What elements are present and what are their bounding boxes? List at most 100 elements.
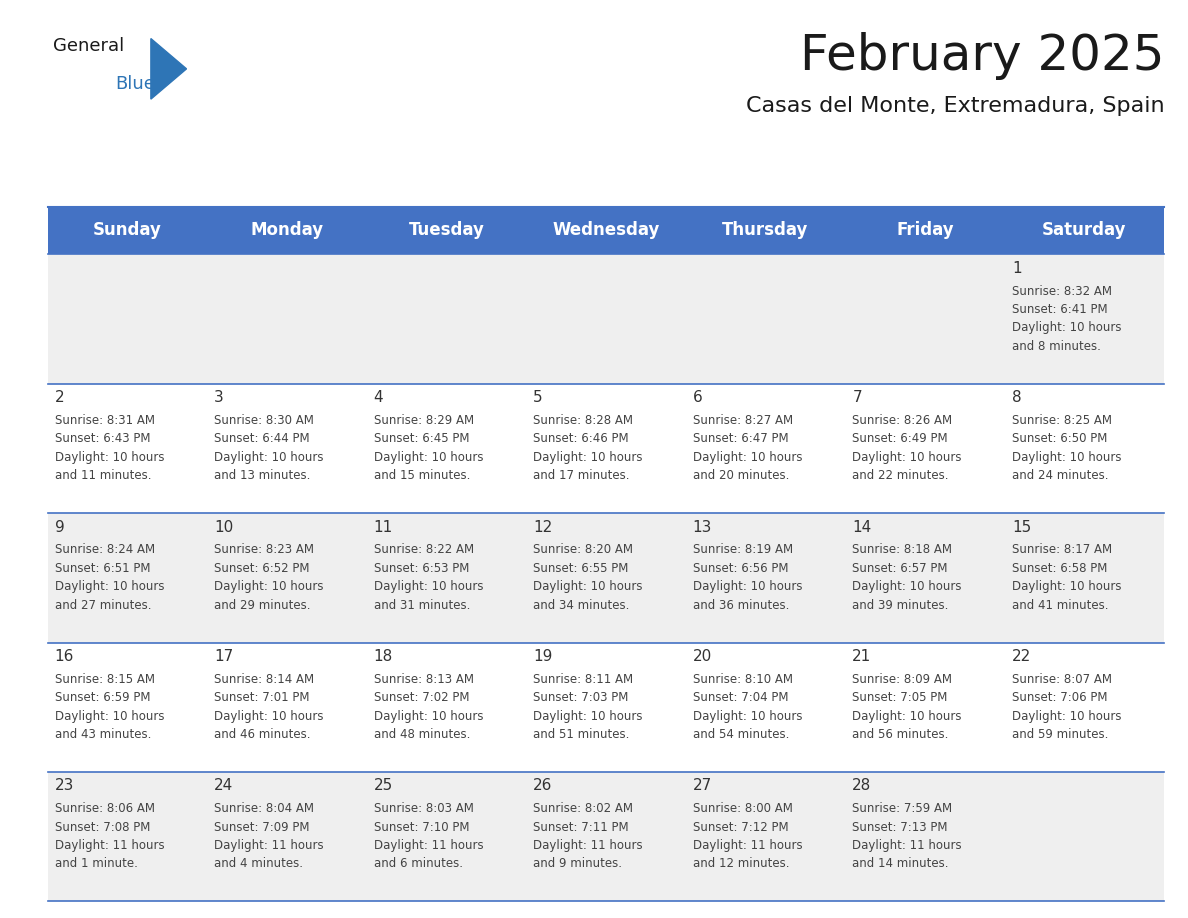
Bar [685, 207, 845, 254]
Text: and 17 minutes.: and 17 minutes. [533, 469, 630, 482]
Text: 14: 14 [852, 520, 872, 534]
Text: Wednesday: Wednesday [552, 221, 659, 240]
Text: Saturday: Saturday [1042, 221, 1126, 240]
Text: Daylight: 10 hours: Daylight: 10 hours [693, 451, 802, 464]
Text: Daylight: 11 hours: Daylight: 11 hours [214, 839, 324, 852]
Text: 26: 26 [533, 778, 552, 793]
Text: Daylight: 10 hours: Daylight: 10 hours [374, 710, 484, 722]
Text: Sunset: 7:01 PM: Sunset: 7:01 PM [214, 691, 310, 704]
Text: Sunset: 6:52 PM: Sunset: 6:52 PM [214, 562, 310, 575]
Text: Sunset: 6:57 PM: Sunset: 6:57 PM [852, 562, 948, 575]
Text: Sunset: 6:56 PM: Sunset: 6:56 PM [693, 562, 789, 575]
Text: General: General [53, 37, 125, 55]
Text: and 15 minutes.: and 15 minutes. [374, 469, 470, 482]
Text: and 27 minutes.: and 27 minutes. [55, 599, 151, 611]
Text: Sunset: 6:44 PM: Sunset: 6:44 PM [214, 432, 310, 445]
Text: Daylight: 11 hours: Daylight: 11 hours [533, 839, 643, 852]
Text: Friday: Friday [896, 221, 954, 240]
Text: Sunrise: 8:09 AM: Sunrise: 8:09 AM [852, 673, 953, 686]
Text: 6: 6 [693, 390, 702, 405]
Bar [207, 207, 367, 254]
Text: 17: 17 [214, 649, 233, 664]
Text: Sunset: 6:47 PM: Sunset: 6:47 PM [693, 432, 789, 445]
Text: Daylight: 10 hours: Daylight: 10 hours [693, 710, 802, 722]
Text: Daylight: 10 hours: Daylight: 10 hours [214, 710, 323, 722]
Text: 22: 22 [1012, 649, 1031, 664]
Text: and 34 minutes.: and 34 minutes. [533, 599, 630, 611]
Text: Casas del Monte, Extremadura, Spain: Casas del Monte, Extremadura, Spain [746, 96, 1164, 117]
Polygon shape [151, 39, 187, 99]
Text: and 8 minutes.: and 8 minutes. [1012, 340, 1101, 353]
Text: Sunrise: 8:00 AM: Sunrise: 8:00 AM [693, 802, 792, 815]
Text: Sunset: 7:03 PM: Sunset: 7:03 PM [533, 691, 628, 704]
Text: Sunrise: 8:15 AM: Sunrise: 8:15 AM [55, 673, 154, 686]
Text: Sunset: 6:58 PM: Sunset: 6:58 PM [1012, 562, 1107, 575]
Text: and 54 minutes.: and 54 minutes. [693, 728, 789, 741]
Text: Daylight: 10 hours: Daylight: 10 hours [533, 710, 643, 722]
Text: Daylight: 10 hours: Daylight: 10 hours [214, 451, 323, 464]
Text: Daylight: 11 hours: Daylight: 11 hours [55, 839, 164, 852]
Text: Sunset: 7:08 PM: Sunset: 7:08 PM [55, 821, 150, 834]
Text: Daylight: 10 hours: Daylight: 10 hours [533, 580, 643, 593]
Text: Daylight: 10 hours: Daylight: 10 hours [374, 580, 484, 593]
Text: Sunrise: 8:03 AM: Sunrise: 8:03 AM [374, 802, 474, 815]
Text: Sunset: 6:49 PM: Sunset: 6:49 PM [852, 432, 948, 445]
Text: Sunrise: 8:27 AM: Sunrise: 8:27 AM [693, 414, 792, 427]
Text: 23: 23 [55, 778, 74, 793]
Text: Sunset: 7:05 PM: Sunset: 7:05 PM [852, 691, 948, 704]
Text: 13: 13 [693, 520, 712, 534]
Text: Sunrise: 8:19 AM: Sunrise: 8:19 AM [693, 543, 792, 556]
Text: and 14 minutes.: and 14 minutes. [852, 857, 949, 870]
Text: Sunday: Sunday [93, 221, 162, 240]
Text: and 43 minutes.: and 43 minutes. [55, 728, 151, 741]
Text: and 4 minutes.: and 4 minutes. [214, 857, 303, 870]
Text: 4: 4 [374, 390, 384, 405]
Text: and 9 minutes.: and 9 minutes. [533, 857, 623, 870]
Text: Daylight: 10 hours: Daylight: 10 hours [214, 580, 323, 593]
Text: Sunrise: 8:14 AM: Sunrise: 8:14 AM [214, 673, 315, 686]
Text: Daylight: 10 hours: Daylight: 10 hours [1012, 451, 1121, 464]
Text: and 51 minutes.: and 51 minutes. [533, 728, 630, 741]
Text: Sunset: 6:45 PM: Sunset: 6:45 PM [374, 432, 469, 445]
Text: 8: 8 [1012, 390, 1022, 405]
Text: and 20 minutes.: and 20 minutes. [693, 469, 789, 482]
Text: 20: 20 [693, 649, 712, 664]
Text: Sunrise: 8:04 AM: Sunrise: 8:04 AM [214, 802, 314, 815]
Text: Sunset: 6:46 PM: Sunset: 6:46 PM [533, 432, 628, 445]
Text: and 24 minutes.: and 24 minutes. [1012, 469, 1108, 482]
Text: Sunset: 6:55 PM: Sunset: 6:55 PM [533, 562, 628, 575]
Text: Sunset: 7:11 PM: Sunset: 7:11 PM [533, 821, 628, 834]
Text: and 31 minutes.: and 31 minutes. [374, 599, 470, 611]
Bar [48, 772, 1164, 901]
Text: Daylight: 10 hours: Daylight: 10 hours [55, 580, 164, 593]
Text: and 13 minutes.: and 13 minutes. [214, 469, 310, 482]
Text: Sunrise: 8:22 AM: Sunrise: 8:22 AM [374, 543, 474, 556]
Text: Sunrise: 8:20 AM: Sunrise: 8:20 AM [533, 543, 633, 556]
Text: Daylight: 10 hours: Daylight: 10 hours [55, 710, 164, 722]
Text: Sunrise: 8:30 AM: Sunrise: 8:30 AM [214, 414, 314, 427]
Text: and 41 minutes.: and 41 minutes. [1012, 599, 1108, 611]
Text: and 6 minutes.: and 6 minutes. [374, 857, 462, 870]
Text: and 11 minutes.: and 11 minutes. [55, 469, 151, 482]
Text: Daylight: 10 hours: Daylight: 10 hours [1012, 321, 1121, 334]
Text: Sunrise: 8:10 AM: Sunrise: 8:10 AM [693, 673, 792, 686]
Bar [48, 513, 1164, 643]
Text: Sunrise: 8:02 AM: Sunrise: 8:02 AM [533, 802, 633, 815]
Text: Daylight: 10 hours: Daylight: 10 hours [1012, 710, 1121, 722]
Text: Sunrise: 8:06 AM: Sunrise: 8:06 AM [55, 802, 154, 815]
Text: 15: 15 [1012, 520, 1031, 534]
Text: 7: 7 [852, 390, 862, 405]
Text: Sunrise: 8:24 AM: Sunrise: 8:24 AM [55, 543, 154, 556]
Text: and 1 minute.: and 1 minute. [55, 857, 138, 870]
Bar [48, 384, 1164, 513]
Text: Sunrise: 8:07 AM: Sunrise: 8:07 AM [1012, 673, 1112, 686]
Text: Sunrise: 8:13 AM: Sunrise: 8:13 AM [374, 673, 474, 686]
Text: and 36 minutes.: and 36 minutes. [693, 599, 789, 611]
Bar [48, 254, 1164, 384]
Text: Sunset: 6:51 PM: Sunset: 6:51 PM [55, 562, 150, 575]
Text: 16: 16 [55, 649, 74, 664]
Text: Daylight: 10 hours: Daylight: 10 hours [852, 451, 962, 464]
Text: Sunset: 7:12 PM: Sunset: 7:12 PM [693, 821, 789, 834]
Text: 12: 12 [533, 520, 552, 534]
Text: Daylight: 10 hours: Daylight: 10 hours [852, 710, 962, 722]
